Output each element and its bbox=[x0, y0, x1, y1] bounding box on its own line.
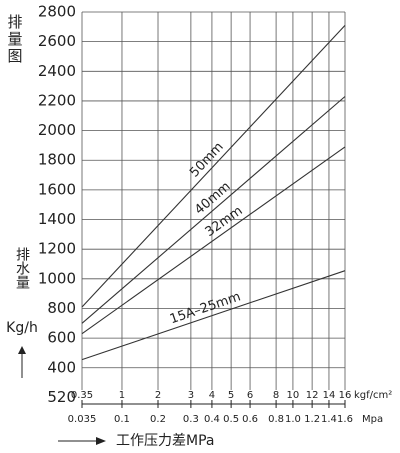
x-tick-label: 2 bbox=[155, 390, 161, 401]
x2-tick-label: 0.035 bbox=[68, 414, 97, 425]
x2-tick-label: 0.4 bbox=[204, 414, 220, 425]
y-arrow-head bbox=[18, 346, 26, 354]
y-tick-label: 2600 bbox=[38, 32, 76, 50]
series-line bbox=[81, 96, 346, 324]
x-tick-label: 6 bbox=[247, 390, 253, 401]
x2-tick-label: 1.0 bbox=[285, 414, 301, 425]
series-line bbox=[81, 270, 346, 361]
x2-tick-label: 0.1 bbox=[114, 414, 130, 425]
x-unit: kgf/cm² bbox=[354, 390, 392, 401]
y-tick-label: 520 bbox=[47, 388, 76, 406]
x-tick-label: 14 bbox=[323, 390, 336, 401]
x-tick-label: 0.35 bbox=[71, 390, 93, 401]
y-tick-label: 1000 bbox=[38, 269, 76, 287]
y-unit: Kg/h bbox=[6, 320, 38, 336]
x-tick-label: 8 bbox=[273, 390, 279, 401]
y-tick-label: 2400 bbox=[38, 62, 76, 80]
x-tick-label: 5 bbox=[228, 390, 234, 401]
y-label: 排水量 bbox=[14, 247, 30, 289]
x2-tick-label: 1.6 bbox=[337, 414, 353, 425]
y-tick-label: 600 bbox=[47, 329, 76, 347]
chart-title: 排量图 bbox=[6, 14, 24, 65]
x-tick-label: 1 bbox=[119, 390, 125, 401]
series-line bbox=[81, 24, 346, 308]
x2-tick-label: 0.3 bbox=[183, 414, 199, 425]
x-tick-label: 3 bbox=[188, 390, 194, 401]
y-tick-label: 400 bbox=[47, 358, 76, 376]
y-tick-label: 2800 bbox=[38, 3, 76, 21]
y-tick-label: 2000 bbox=[38, 121, 76, 139]
x2-tick-label: 1.4 bbox=[321, 414, 337, 425]
y-tick-label: 1800 bbox=[38, 151, 76, 169]
x2-unit: Mpa bbox=[362, 414, 383, 425]
x2-tick-label: 0.2 bbox=[150, 414, 166, 425]
x2-tick-label: 0.8 bbox=[268, 414, 284, 425]
y-tick-label: 1400 bbox=[38, 210, 76, 228]
y-tick-label: 2200 bbox=[38, 91, 76, 109]
x-tick-label: 10 bbox=[287, 390, 300, 401]
x-arrow-head bbox=[96, 437, 106, 445]
y-tick-label: 1200 bbox=[38, 240, 76, 258]
x-tick-label: 16 bbox=[339, 390, 352, 401]
x2-tick-label: 0.6 bbox=[242, 414, 258, 425]
x-tick-label: 12 bbox=[306, 390, 319, 401]
x-tick-label: 4 bbox=[209, 390, 215, 401]
series-line bbox=[81, 146, 346, 335]
y-tick-label: 1600 bbox=[38, 180, 76, 198]
x-label: 工作压力差MPa bbox=[116, 433, 214, 449]
y-tick-label: 800 bbox=[47, 299, 76, 317]
x2-tick-label: 0.5 bbox=[223, 414, 239, 425]
x2-tick-label: 1.2 bbox=[304, 414, 320, 425]
